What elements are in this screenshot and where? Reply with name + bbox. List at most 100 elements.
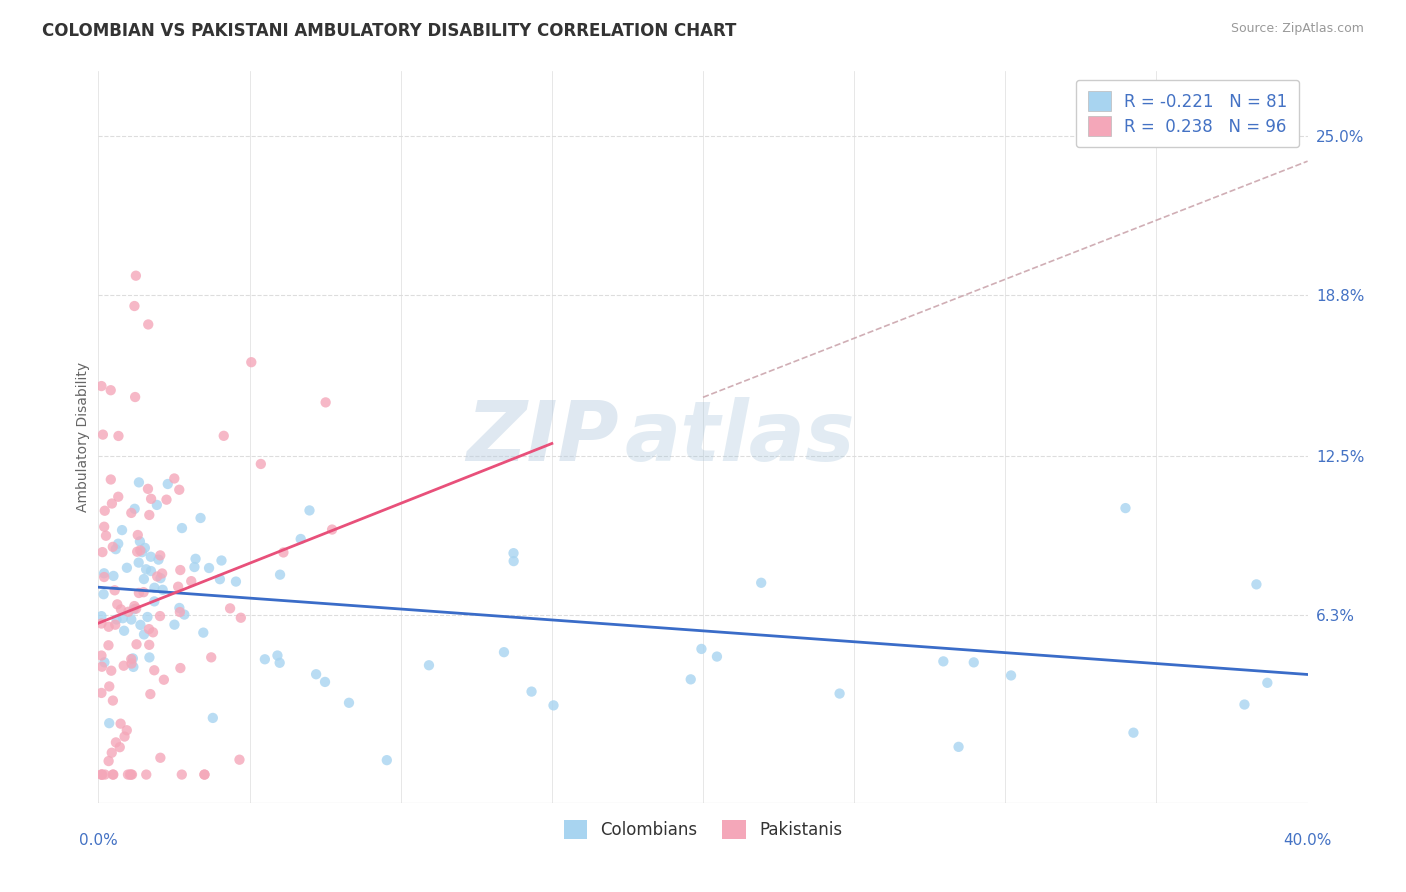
Text: Source: ZipAtlas.com: Source: ZipAtlas.com	[1230, 22, 1364, 36]
Point	[163, 617, 186, 632]
Point	[690, 641, 713, 656]
Point	[120, 506, 142, 520]
Point	[418, 658, 440, 673]
Point	[163, 471, 186, 485]
Point	[143, 663, 166, 677]
Point	[120, 767, 142, 781]
Point	[105, 612, 128, 626]
Point	[200, 650, 222, 665]
Point	[107, 429, 129, 443]
Point	[253, 652, 276, 666]
Point	[153, 673, 176, 687]
Point	[315, 395, 337, 409]
Point	[93, 655, 115, 669]
Point	[104, 542, 127, 557]
Point	[250, 457, 273, 471]
Point	[90, 659, 112, 673]
Point	[117, 605, 139, 619]
Point	[90, 767, 112, 781]
Point	[135, 767, 157, 781]
Point	[149, 549, 172, 563]
Point	[143, 594, 166, 608]
Point	[104, 735, 127, 749]
Point	[124, 299, 146, 313]
Point	[98, 680, 121, 694]
Point	[100, 746, 122, 760]
Point	[110, 602, 132, 616]
Point	[131, 545, 153, 559]
Point	[94, 529, 117, 543]
Point	[273, 545, 295, 559]
Point	[124, 599, 146, 613]
Point	[122, 602, 145, 616]
Point	[502, 554, 524, 568]
Point	[492, 645, 515, 659]
Point	[103, 569, 125, 583]
Point	[103, 767, 125, 781]
Point	[219, 601, 242, 615]
Point	[167, 580, 190, 594]
Point	[101, 767, 124, 781]
Point	[266, 648, 288, 663]
Point	[121, 657, 143, 671]
Point	[120, 613, 142, 627]
Point	[110, 716, 132, 731]
Point	[337, 696, 360, 710]
Point	[520, 684, 543, 698]
Point	[229, 611, 252, 625]
Point	[146, 569, 169, 583]
Point	[98, 716, 121, 731]
Point	[321, 523, 343, 537]
Point	[97, 620, 120, 634]
Text: 40.0%: 40.0%	[1284, 833, 1331, 848]
Point	[240, 355, 263, 369]
Point	[1246, 577, 1268, 591]
Point	[1122, 725, 1144, 739]
Point	[94, 767, 117, 781]
Point	[118, 767, 141, 781]
Point	[128, 475, 150, 490]
Point	[128, 556, 150, 570]
Point	[269, 656, 291, 670]
Point	[121, 651, 143, 665]
Point	[90, 379, 112, 393]
Point	[97, 754, 120, 768]
Point	[127, 528, 149, 542]
Point	[679, 673, 702, 687]
Point	[93, 520, 115, 534]
Point	[152, 582, 174, 597]
Point	[212, 429, 235, 443]
Point	[105, 598, 128, 612]
Point	[208, 572, 231, 586]
Point	[149, 571, 172, 585]
Point	[101, 496, 124, 510]
Point	[125, 637, 148, 651]
Point	[138, 638, 160, 652]
Point	[100, 664, 122, 678]
Point	[138, 622, 160, 636]
Point	[149, 751, 172, 765]
Y-axis label: Ambulatory Disability: Ambulatory Disability	[76, 362, 90, 512]
Text: atlas: atlas	[624, 397, 855, 477]
Point	[139, 491, 162, 506]
Point	[169, 483, 191, 497]
Point	[948, 739, 970, 754]
Point	[149, 609, 172, 624]
Point	[138, 650, 160, 665]
Point	[124, 390, 146, 404]
Point	[90, 648, 112, 663]
Point	[136, 482, 159, 496]
Point	[136, 318, 159, 332]
Point	[129, 543, 152, 558]
Text: ZIP: ZIP	[465, 397, 619, 477]
Point	[170, 767, 193, 781]
Point	[125, 268, 148, 283]
Point	[201, 711, 224, 725]
Point	[173, 607, 195, 622]
Point	[502, 546, 524, 560]
Point	[169, 605, 191, 619]
Point	[183, 560, 205, 574]
Point	[1256, 675, 1278, 690]
Point	[125, 601, 148, 615]
Point	[127, 545, 149, 559]
